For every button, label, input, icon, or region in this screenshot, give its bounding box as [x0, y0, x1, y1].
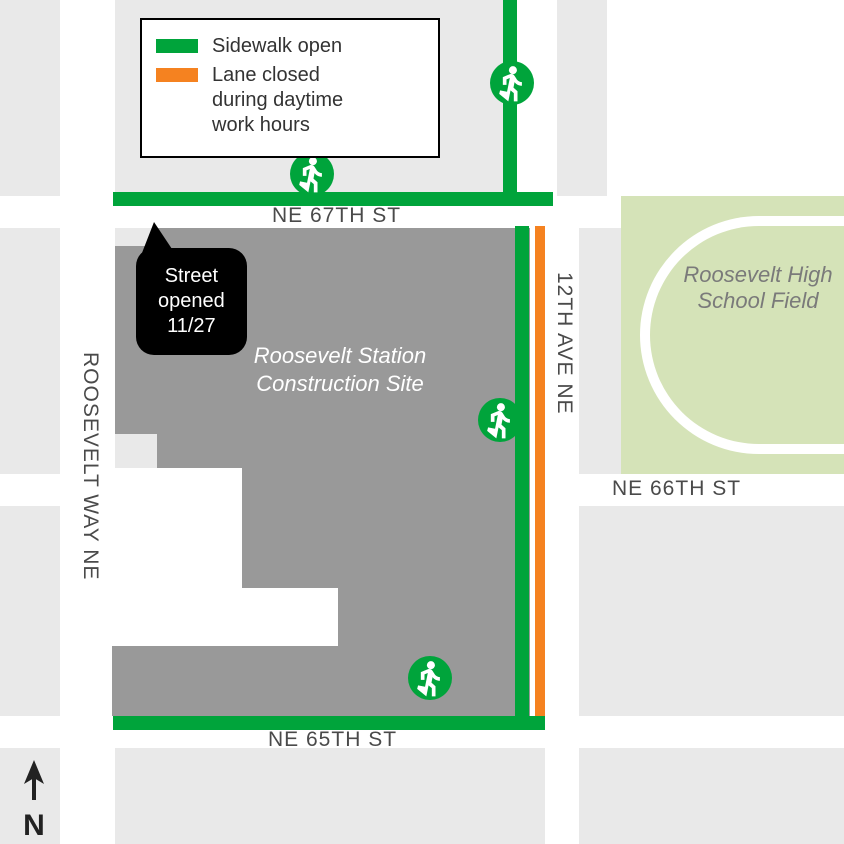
- construction-notch: [115, 434, 157, 468]
- map-canvas: Roosevelt High School Field Roosevelt St…: [0, 0, 844, 844]
- street-label-roosevelt: ROOSEVELT WAY NE: [78, 352, 102, 580]
- street-label-12th: 12TH AVE NE: [552, 272, 576, 415]
- legend-swatch-green: [156, 39, 198, 53]
- city-block: [115, 748, 545, 844]
- construction-label: Roosevelt Station Construction Site: [230, 342, 450, 397]
- pedestrian-icon: [408, 656, 452, 700]
- callout-bubble: Street opened 11/27: [136, 248, 247, 355]
- callout-line2: opened: [158, 290, 225, 312]
- pedestrian-icon: [478, 398, 522, 442]
- lane-closed-line: [535, 226, 545, 730]
- construction-site: [112, 646, 530, 716]
- field-label-line1: Roosevelt High: [683, 262, 832, 287]
- callout-line3: 11/27: [167, 315, 216, 337]
- construction-label-line1: Roosevelt Station: [254, 343, 426, 368]
- legend-box: Sidewalk open Lane closed during daytime…: [140, 18, 440, 158]
- callout-line1: Street: [165, 265, 218, 287]
- construction-site: [338, 588, 530, 646]
- legend-row: Lane closed during daytime work hours: [156, 63, 418, 138]
- city-block: [557, 0, 607, 196]
- sidewalk-open-line: [517, 192, 553, 206]
- city-block: [0, 228, 60, 474]
- compass: N: [14, 760, 54, 843]
- street-label-ne65: NE 65TH ST: [268, 728, 397, 752]
- street-label-ne66: NE 66TH ST: [612, 477, 741, 501]
- field-label-line2: School Field: [697, 288, 818, 313]
- construction-label-line2: Construction Site: [256, 371, 424, 396]
- construction-site: [242, 468, 530, 588]
- pedestrian-icon: [490, 61, 534, 105]
- pedestrian-icon: [290, 152, 334, 196]
- north-arrow-icon: [14, 760, 54, 804]
- city-block: [579, 506, 844, 716]
- city-block: [0, 506, 60, 716]
- compass-label: N: [14, 809, 54, 843]
- legend-swatch-orange: [156, 68, 198, 82]
- street-label-ne67: NE 67TH ST: [272, 204, 401, 228]
- legend-row: Sidewalk open: [156, 34, 418, 59]
- city-block: [579, 228, 621, 474]
- sidewalk-open-line: [515, 226, 529, 730]
- legend-label-open: Sidewalk open: [212, 34, 342, 59]
- city-block: [0, 0, 60, 196]
- legend-label-closed: Lane closed during daytime work hours: [212, 63, 343, 138]
- field-label: Roosevelt High School Field: [668, 262, 844, 315]
- city-block: [579, 748, 844, 844]
